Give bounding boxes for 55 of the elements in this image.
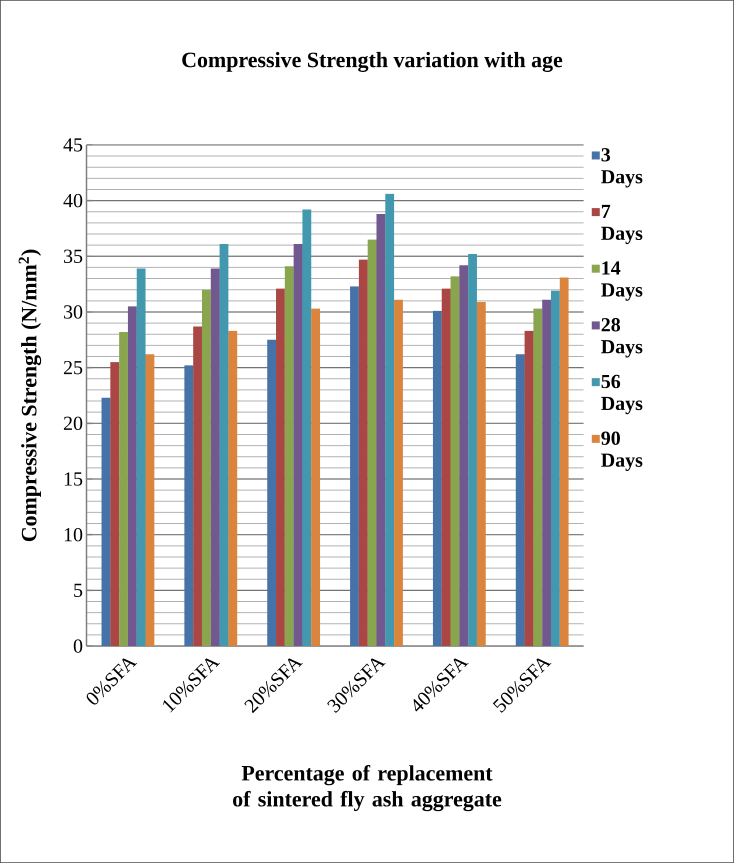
- bar: [102, 398, 110, 646]
- bar: [284, 266, 294, 646]
- bar: [228, 330, 238, 646]
- bar: [128, 306, 137, 646]
- bar: [524, 330, 534, 646]
- bar: [202, 290, 211, 646]
- chart-title: Compressive Strength variation with age: [182, 52, 562, 72]
- legend-label: 56 Days: [601, 374, 642, 414]
- bar: [276, 288, 285, 646]
- bar: [350, 286, 359, 646]
- y-tick-label: 45: [63, 138, 82, 152]
- x-axis-title: Percentage of replacement of sintered fly ash aggregate: [233, 764, 502, 812]
- bar: [302, 210, 312, 646]
- bar: [442, 288, 451, 646]
- bar: [551, 290, 560, 646]
- bar: [476, 302, 486, 646]
- bar: [468, 254, 477, 646]
- y-tick-label: 10: [64, 528, 82, 542]
- bar: [110, 362, 120, 646]
- bar: [210, 268, 220, 646]
- y-tick-label: 25: [64, 360, 82, 374]
- bar: [184, 365, 194, 646]
- bar: [516, 354, 525, 646]
- bar: [450, 276, 460, 646]
- y-tick-label: 15: [64, 472, 82, 486]
- bar: [542, 300, 552, 646]
- y-tick-label: 5: [74, 584, 82, 597]
- y-tick-label: 0: [74, 639, 82, 653]
- bar: [560, 277, 569, 646]
- bar: [385, 194, 394, 646]
- bar: [267, 340, 276, 646]
- bar: [311, 308, 320, 646]
- bar: [368, 240, 376, 646]
- legend-label: 90 Days: [601, 431, 642, 471]
- y-tick-label: 35: [64, 250, 82, 263]
- bar: [119, 332, 128, 646]
- legend-label: 28 Days: [601, 318, 642, 358]
- bar: [193, 326, 202, 646]
- y-tick-label: 20: [64, 416, 82, 430]
- bar: [294, 244, 302, 646]
- y-tick-label: 30: [64, 305, 82, 319]
- bar: [533, 308, 542, 646]
- bar: [136, 268, 146, 646]
- bar: [376, 214, 386, 646]
- legend-label: 7 Days: [601, 204, 642, 244]
- y-tick-label: 40: [63, 194, 82, 208]
- bar: [220, 244, 228, 646]
- bar: [459, 265, 468, 646]
- bar: [358, 260, 368, 646]
- legend-label: 14 Days: [601, 261, 642, 301]
- bar: [432, 310, 442, 646]
- bar: [146, 354, 154, 646]
- bar: [394, 300, 403, 646]
- legend-label: 3 Days: [601, 148, 642, 188]
- y-axis-title: Compressive Strength (N/mm$^{2}$): [18, 250, 42, 542]
